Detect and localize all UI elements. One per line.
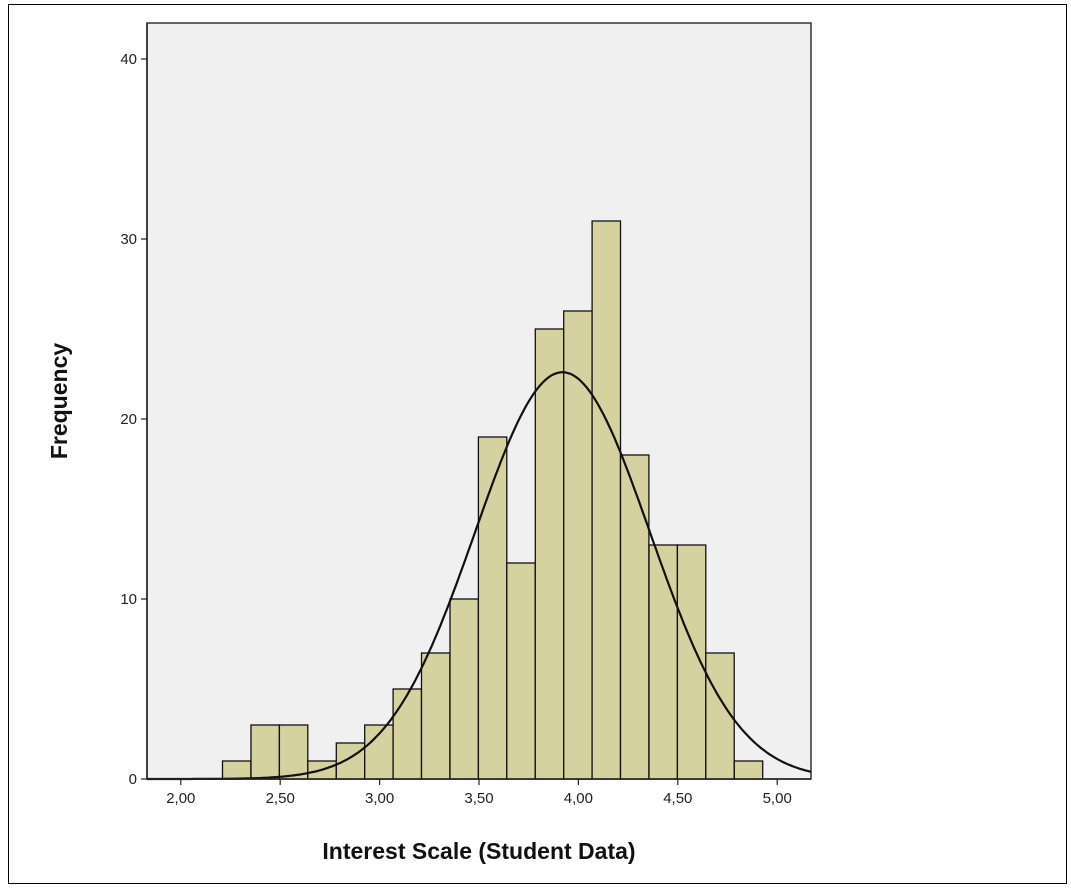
x-tick-label: 4,50 bbox=[663, 790, 692, 807]
x-tick-label: 4,00 bbox=[564, 790, 593, 807]
histogram-bar bbox=[705, 652, 735, 780]
histogram-bar bbox=[477, 436, 508, 780]
histogram-bar bbox=[648, 544, 679, 780]
y-tick-label: 0 bbox=[129, 771, 137, 788]
x-tick-label: 3,50 bbox=[464, 790, 493, 807]
y-axis-title: Frequency bbox=[46, 343, 72, 460]
histogram-bar bbox=[563, 310, 593, 780]
bars bbox=[221, 220, 764, 780]
histogram-bar bbox=[449, 598, 480, 780]
x-tick-label: 2,50 bbox=[266, 790, 295, 807]
y-tick-label: 20 bbox=[120, 411, 137, 428]
normal-curve bbox=[147, 371, 812, 781]
histogram-bar bbox=[591, 220, 622, 780]
x-tick-label: 3,00 bbox=[365, 790, 394, 807]
y-tick-label: 10 bbox=[120, 591, 137, 608]
histogram-bar bbox=[534, 328, 565, 780]
histogram-bar bbox=[420, 652, 451, 780]
histogram-bar bbox=[221, 760, 252, 780]
x-axis-title: Interest Scale (Student Data) bbox=[322, 838, 635, 864]
y-tick-label: 30 bbox=[120, 231, 137, 248]
histogram-bar bbox=[250, 724, 281, 780]
x-tick-label: 2,00 bbox=[166, 790, 195, 807]
histogram-bar bbox=[733, 760, 764, 780]
histogram-bar bbox=[392, 688, 423, 780]
histogram-bar bbox=[619, 454, 650, 780]
histogram-bar bbox=[278, 724, 309, 780]
x-tick-label: 5,00 bbox=[763, 790, 792, 807]
histogram-chart: 2,00 2,50 3,00 3,50 4,00 4,50 5,00 0 10 20 30 40 In… bbox=[46, 22, 812, 864]
histogram-bar bbox=[335, 742, 366, 780]
y-tick-label: 40 bbox=[120, 51, 137, 68]
histogram-bar bbox=[506, 562, 536, 780]
axes: 2,00 2,50 3,00 3,50 4,00 4,50 5,00 0 10 20 30 40 bbox=[120, 23, 811, 807]
chart-frame: 2,00 2,50 3,00 3,50 4,00 4,50 5,00 0 10 20 30 40 In… bbox=[8, 4, 1067, 884]
